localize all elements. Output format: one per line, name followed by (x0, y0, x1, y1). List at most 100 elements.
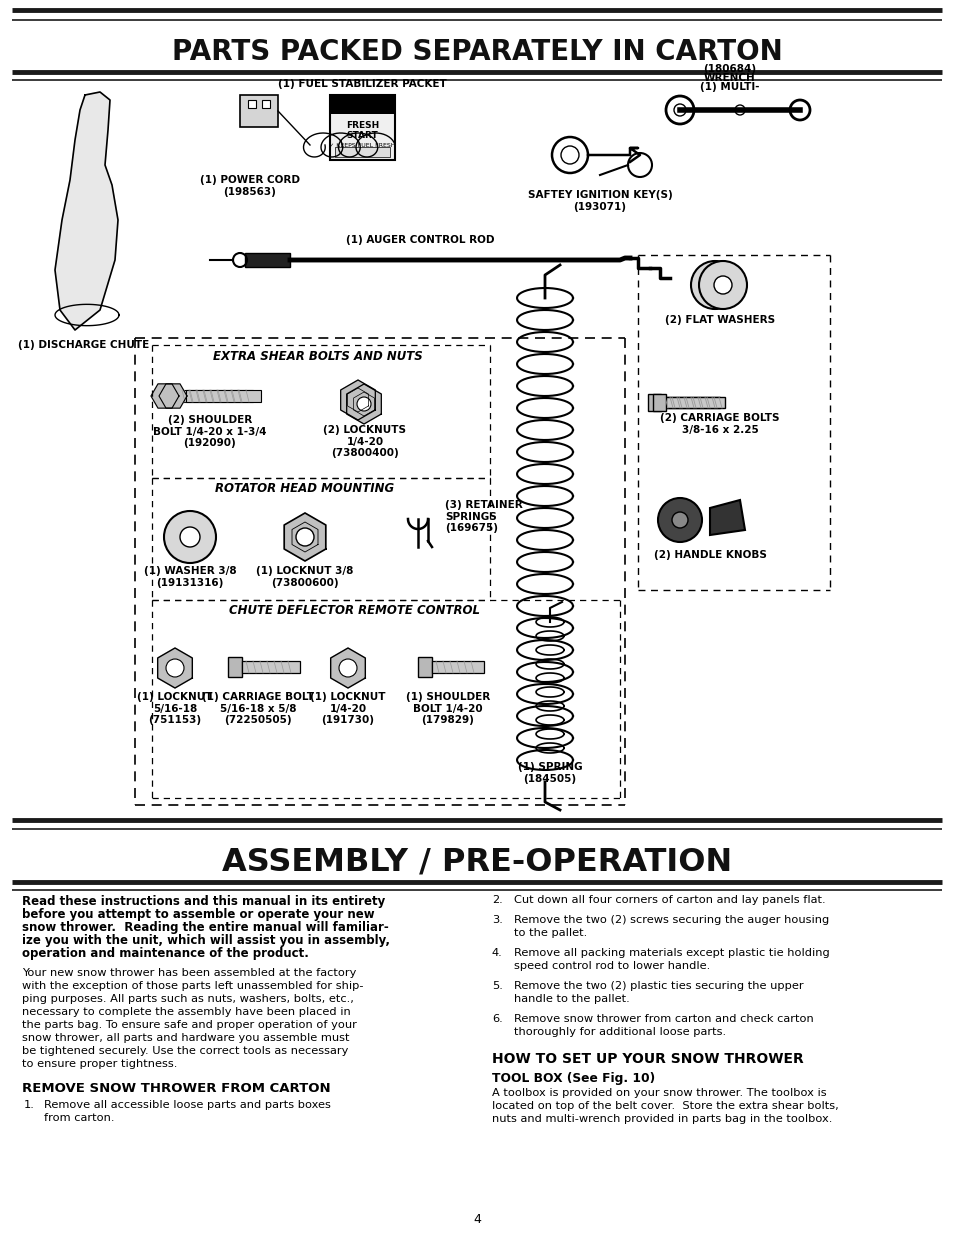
Bar (242, 661, 299, 673)
Circle shape (295, 529, 314, 546)
Text: snow thrower.  Reading the entire manual will familiar-: snow thrower. Reading the entire manual … (22, 921, 388, 934)
Circle shape (164, 511, 215, 563)
Text: EXTRA SHEAR BOLTS AND NUTS: EXTRA SHEAR BOLTS AND NUTS (213, 350, 422, 363)
Text: 2.: 2. (492, 895, 502, 905)
Text: 4.: 4. (492, 948, 502, 958)
Text: (1) LOCKNUT
5/16-18
(751153): (1) LOCKNUT 5/16-18 (751153) (137, 692, 213, 725)
Circle shape (658, 498, 701, 542)
Polygon shape (340, 380, 375, 420)
Text: (1) LOCKNUT
1/4-20
(191730): (1) LOCKNUT 1/4-20 (191730) (310, 692, 385, 725)
Text: PARTS PACKED SEPARATELY IN CARTON: PARTS PACKED SEPARATELY IN CARTON (172, 38, 781, 65)
Text: (1) WASHER 3/8
(19131316): (1) WASHER 3/8 (19131316) (144, 566, 236, 588)
Bar (240, 95, 277, 127)
Text: before you attempt to assemble or operate your new: before you attempt to assemble or operat… (22, 908, 375, 921)
Text: Remove the two (2) plastic ties securing the upper: Remove the two (2) plastic ties securing… (514, 981, 802, 990)
Text: nuts and multi-wrench provided in parts bag in the toolbox.: nuts and multi-wrench provided in parts … (492, 1114, 832, 1124)
Text: (1) SHOULDER
BOLT 1/4-20
(179829): (1) SHOULDER BOLT 1/4-20 (179829) (405, 692, 490, 725)
Text: (2) SHOULDER
BOLT 1/4-20 x 1-3/4
(192090): (2) SHOULDER BOLT 1/4-20 x 1-3/4 (192090… (153, 415, 267, 448)
Bar (647, 394, 660, 411)
Polygon shape (709, 500, 744, 535)
Bar (248, 100, 255, 107)
Circle shape (713, 275, 731, 294)
Text: Remove the two (2) screws securing the auger housing: Remove the two (2) screws securing the a… (514, 915, 828, 925)
Bar (655, 396, 724, 408)
Text: speed control rod to lower handle.: speed control rod to lower handle. (514, 961, 709, 971)
Bar (228, 657, 242, 677)
Text: Remove snow thrower from carton and check carton: Remove snow thrower from carton and chec… (514, 1014, 813, 1024)
Text: CHUTE DEFLECTOR REMOTE CONTROL: CHUTE DEFLECTOR REMOTE CONTROL (230, 604, 480, 618)
Circle shape (705, 275, 723, 294)
Text: (2) FLAT WASHERS: (2) FLAT WASHERS (664, 315, 774, 325)
Text: (1) FUEL STABILIZER PACKET: (1) FUEL STABILIZER PACKET (278, 79, 446, 89)
Text: thoroughly for additional loose parts.: thoroughly for additional loose parts. (514, 1028, 725, 1037)
Polygon shape (157, 648, 193, 688)
Text: Your new snow thrower has been assembled at the factory: Your new snow thrower has been assembled… (22, 968, 356, 978)
Text: A toolbox is provided on your snow thrower. The toolbox is: A toolbox is provided on your snow throw… (492, 1088, 825, 1098)
Circle shape (351, 393, 365, 408)
Text: FRESH: FRESH (346, 121, 378, 130)
Text: ping purposes. All parts such as nuts, washers, bolts, etc.,: ping purposes. All parts such as nuts, w… (22, 994, 354, 1004)
Text: (2) CARRIAGE BOLTS
3/8-16 x 2.25: (2) CARRIAGE BOLTS 3/8-16 x 2.25 (659, 412, 779, 435)
Text: TOOL BOX (See Fig. 10): TOOL BOX (See Fig. 10) (492, 1072, 655, 1086)
Text: 5.: 5. (492, 981, 502, 990)
Text: (193071): (193071) (573, 203, 626, 212)
Circle shape (671, 513, 687, 529)
Text: to ensure proper tightness.: to ensure proper tightness. (22, 1058, 177, 1070)
Text: handle to the pallet.: handle to the pallet. (514, 994, 629, 1004)
Text: ROTATOR HEAD MOUNTING: ROTATOR HEAD MOUNTING (215, 482, 395, 494)
Polygon shape (159, 384, 187, 408)
Circle shape (180, 527, 200, 547)
Text: SAFTEY IGNITION KEY(S): SAFTEY IGNITION KEY(S) (527, 190, 672, 200)
Polygon shape (284, 513, 325, 561)
Text: ize you with the unit, which will assist you in assembly,: ize you with the unit, which will assist… (22, 934, 390, 947)
Polygon shape (55, 91, 118, 330)
Text: from carton.: from carton. (44, 1113, 114, 1123)
Text: to the pallet.: to the pallet. (514, 927, 587, 939)
Bar (649, 396, 720, 408)
Text: with the exception of those parts left unassembled for ship-: with the exception of those parts left u… (22, 981, 363, 990)
Text: (1) AUGER CONTROL ROD: (1) AUGER CONTROL ROD (345, 235, 494, 245)
Text: operation and maintenance of the product.: operation and maintenance of the product… (22, 947, 309, 960)
Text: be tightened securely. Use the correct tools as necessary: be tightened securely. Use the correct t… (22, 1046, 348, 1056)
Text: (1) DISCHARGE CHUTE: (1) DISCHARGE CHUTE (18, 340, 149, 350)
Bar (652, 394, 665, 411)
Text: HOW TO SET UP YOUR SNOW THROWER: HOW TO SET UP YOUR SNOW THROWER (492, 1052, 803, 1066)
Text: (3) RETAINER
SPRINGS
(169675): (3) RETAINER SPRINGS (169675) (444, 500, 522, 534)
Polygon shape (331, 648, 365, 688)
Polygon shape (346, 384, 381, 424)
Circle shape (673, 104, 685, 116)
Bar (245, 253, 290, 267)
Text: ✓ KEEPS FUEL FRESH: ✓ KEEPS FUEL FRESH (329, 142, 395, 147)
Text: WRENCH: WRENCH (703, 73, 755, 83)
Text: (1) POWER CORD
(198563): (1) POWER CORD (198563) (200, 175, 299, 196)
Text: (1) SPRING
(184505): (1) SPRING (184505) (517, 762, 581, 783)
Circle shape (166, 659, 184, 677)
Text: REMOVE SNOW THROWER FROM CARTON: REMOVE SNOW THROWER FROM CARTON (22, 1082, 331, 1095)
Text: Remove all packing materials except plastic tie holding: Remove all packing materials except plas… (514, 948, 829, 958)
Text: 3.: 3. (492, 915, 502, 925)
Text: the parts bag. To ensure safe and proper operation of your: the parts bag. To ensure safe and proper… (22, 1020, 356, 1030)
Text: (2) HANDLE KNOBS: (2) HANDLE KNOBS (653, 550, 765, 559)
Bar (331, 96, 394, 114)
Bar (432, 661, 483, 673)
Circle shape (690, 261, 739, 309)
Text: necessary to complete the assembly have been placed in: necessary to complete the assembly have … (22, 1007, 351, 1016)
Text: (1) CARRIAGE BOLT
5/16-18 x 5/8
(72250505): (1) CARRIAGE BOLT 5/16-18 x 5/8 (7225050… (202, 692, 314, 725)
Bar (186, 390, 261, 403)
Text: located on top of the belt cover.  Store the extra shear bolts,: located on top of the belt cover. Store … (492, 1100, 838, 1112)
Circle shape (699, 261, 746, 309)
Text: (1) LOCKNUT 3/8
(73800600): (1) LOCKNUT 3/8 (73800600) (256, 566, 354, 588)
Text: 6.: 6. (492, 1014, 502, 1024)
Text: (2) LOCKNUTS
1/4-20
(73800400): (2) LOCKNUTS 1/4-20 (73800400) (323, 425, 406, 458)
Text: (180684): (180684) (702, 64, 756, 74)
Text: START: START (346, 131, 378, 140)
Bar (178, 390, 253, 403)
Bar (335, 147, 390, 157)
Text: Read these instructions and this manual in its entirety: Read these instructions and this manual … (22, 895, 385, 908)
Text: snow thrower, all parts and hardware you assemble must: snow thrower, all parts and hardware you… (22, 1032, 349, 1044)
Circle shape (356, 396, 371, 411)
Bar (262, 100, 270, 107)
Text: (1) MULTI-: (1) MULTI- (700, 82, 759, 91)
Bar (417, 657, 432, 677)
Text: Cut down all four corners of carton and lay panels flat.: Cut down all four corners of carton and … (514, 895, 824, 905)
